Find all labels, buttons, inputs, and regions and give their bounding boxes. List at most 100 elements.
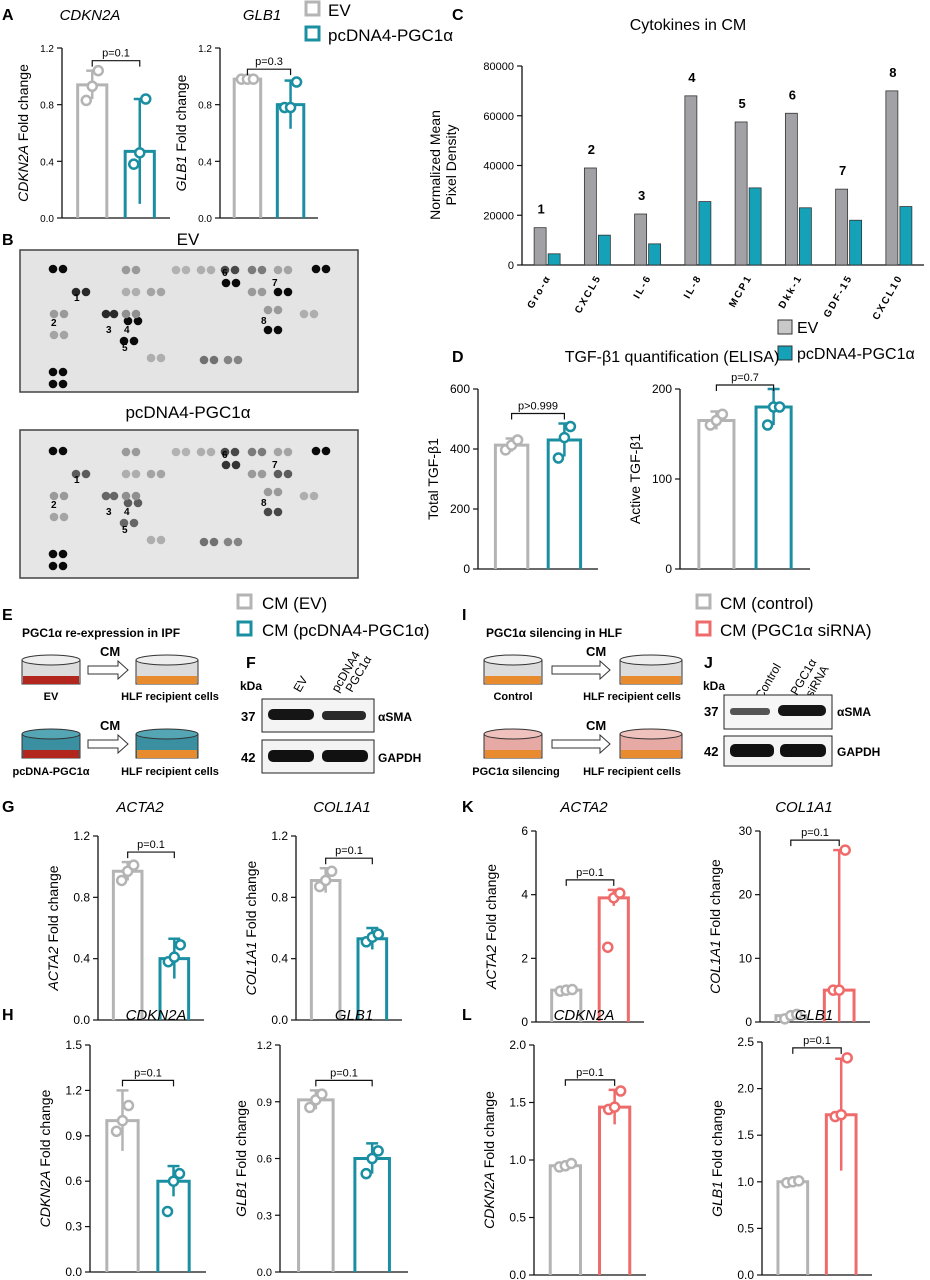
significance-bracket [91,60,141,67]
dish-control-cells [485,676,541,684]
blot-f-kda: kDa [240,679,262,693]
array-spot [263,325,273,335]
p-value: p=0.7 [731,372,759,384]
array-spot-label: 1 [74,475,80,486]
chart-total-tgfb1: 0 200 400 600 Total TGF-β1 p>0.999 [425,382,598,576]
y-tick-label: 1.2 [271,829,288,843]
array-spot [181,265,191,275]
y-tick-label: 0.3 [257,1210,272,1222]
y-axis-label-gene: CDKN2A [481,1172,497,1229]
p-value: p=0.1 [134,1067,162,1079]
y-tick-label: 100 [652,472,672,486]
bar-number: 5 [739,96,746,111]
legend-top: EV pcDNA4-PGC1α [304,0,453,45]
y-tick-label: 4 [521,888,528,902]
y-tick-label: 60000 [483,111,514,123]
dish-hlf-e2-cells [137,750,197,758]
blot-j-mw42: 42 [704,744,718,759]
data-point [134,147,146,159]
data-point [372,1145,384,1157]
dish-ev-cells [23,676,79,684]
chart-acta2-k: ACTA2 0 2 4 6 ACTA2 Fold change p=0.1 [483,799,644,1029]
array-spot [131,287,141,297]
cytokine-array-ev: 1 2 3 4 5 6 7 8 [19,249,359,393]
panel-letter-d: D [452,349,464,366]
array-spot [257,265,267,275]
data-point [140,93,152,105]
array-spot [59,330,69,340]
category-label: GDF-15 [822,273,855,320]
array-spot [58,367,68,377]
dish-hlf-i1 [619,654,683,685]
category-label: CXCL5 [573,273,604,316]
array-spot [123,316,133,326]
bar-ev [533,227,547,266]
category-label: Gro-α [526,273,554,311]
data-point [122,1099,135,1112]
array-spot [230,265,240,275]
dish-hlf-e1-cells [137,676,197,684]
y-axis-label: Active TGF-β1 [627,434,643,524]
chart-glb1-h: GLB1 0.0 0.3 0.6 0.9 1.2 GLB1 Fold change p=0.1 [233,1007,408,1279]
bar-number: 4 [688,70,696,85]
data-point [833,984,845,996]
significance-bracket [121,1079,175,1087]
array-spot [209,355,219,365]
array-pgc-title: pcDNA4-PGC1α [125,403,250,422]
significance-bracket [790,839,840,847]
y-tick-label: 1.2 [257,1040,272,1052]
bar-ev [684,95,698,266]
y-axis-label-rest: Fold change [233,1100,249,1181]
data-point [716,408,729,420]
array-spot [220,447,230,457]
array-spot [48,367,58,377]
bar-ev [734,121,748,266]
array-spot [119,518,129,528]
chart-cdkn2a-a: CDKN2A 0.0 0.4 0.8 1.2 CDKN2A Fold change p=0.… [15,7,170,225]
data-point [161,1205,174,1218]
data-point [360,1167,372,1180]
dish-pgc-label: pcDNA-PGC1α [12,766,89,778]
dish-hlf-e2 [135,728,199,759]
array-spot [263,487,273,497]
array-spot [273,265,283,275]
legend-label-cm-ev: CM (EV) [262,594,327,613]
data-point [839,844,851,856]
y-tick-label: 200 [450,502,470,516]
array-spot [156,287,166,297]
data-point [614,1085,627,1097]
bar [697,419,736,569]
y-axis-label-gene: CDKN2A [15,145,31,202]
array-spot [119,336,129,346]
blot-f-asma-label: αSMA [378,710,412,724]
array-spot [221,460,231,470]
array-spot [311,446,321,456]
panel-i-schematic: CM (control) CM (PGC1α siRNA) PGC1α sile… [472,593,872,778]
y-tick-label: 0.5 [737,1221,754,1235]
p-value: p=0.1 [803,1035,831,1047]
array-spot [299,491,309,501]
dish-silencing-cells [485,750,541,758]
y-axis-label: CDKN2A Fold change [481,1091,497,1229]
data-point [366,1152,378,1165]
dish-pgc-cells [23,750,79,758]
array-spot [223,537,233,547]
chart-cdkn2a-h: CDKN2A 0.0 0.3 0.6 0.9 1.2 1.5 CDKN2A Fold chan… [37,1007,206,1279]
panel-letter-c: C [452,7,464,24]
array-spot [263,507,273,517]
y-tick-label: 2 [521,951,528,965]
data-point [304,1101,316,1114]
bar [111,869,144,1020]
y-tick-label: 1.5 [509,1096,526,1110]
data-point [761,419,774,431]
array-spot [230,447,240,457]
y-tick-label: 200 [652,382,672,396]
array-spot [121,447,131,457]
dish-hlf-e2-rim [135,728,199,740]
dish-ev-rim [21,654,81,666]
chart-title: ACTA2 [115,799,164,816]
category-label: MCP1 [727,273,754,310]
category-label: IL-6 [632,273,654,301]
y-tick-label: 30 [739,824,753,838]
array-spot [71,469,81,479]
